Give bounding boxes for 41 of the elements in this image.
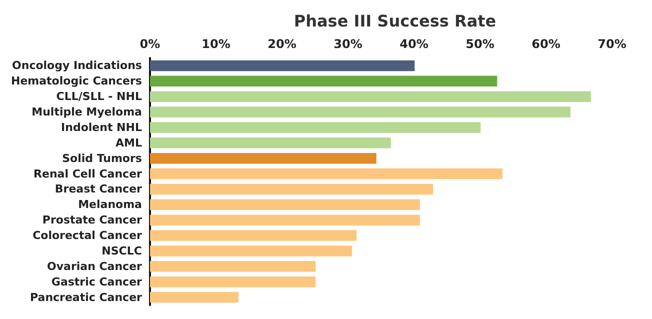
y-tick-label: NSCLC [102,244,142,258]
y-tick-label: Multiple Myeloma [32,106,142,119]
bar [150,122,481,133]
y-tick-label: Gastric Cancer [51,275,143,288]
y-tick-label: AML [116,136,142,150]
y-tick-label: Solid Tumors [62,152,142,165]
x-tick-label: 50% [466,37,494,51]
x-tick-label: 60% [532,37,560,51]
bar [150,276,316,288]
bar [150,91,591,102]
bar [150,199,420,210]
y-tick-label: Oncology Indications [12,59,142,72]
x-tick-label: 40% [400,37,428,51]
y-tick-label: Ovarian Cancer [47,260,143,273]
y-tick-label: Renal Cell Cancer [34,167,143,180]
bar [150,246,352,256]
bar [150,138,391,148]
bar [150,168,502,180]
y-tick-label: Pancreatic Cancer [30,290,143,304]
y-tick-label: Indolent NHL [61,120,142,134]
y-tick-label: CLL/SLL - NHL [56,90,142,104]
bar [150,261,316,272]
chart-title: Phase III Success Rate [294,12,496,30]
bar [150,152,376,164]
bar [150,214,420,226]
bar [150,60,415,72]
y-tick-label: Prostate Cancer [42,214,143,227]
x-tick-label: 0% [140,37,160,51]
y-tick-label: Colorectal Cancer [32,229,143,242]
bar [150,292,238,303]
bar [150,106,570,118]
x-tick-label: 10% [202,37,230,51]
bar [150,76,498,87]
y-tick-label: Breast Cancer [54,182,143,196]
y-tick-label: Hematologic Cancers [11,74,142,88]
x-tick-label: 70% [598,37,626,51]
x-tick-label: 20% [268,37,296,51]
bar [150,230,357,241]
y-tick-label: Melanoma [78,198,142,212]
bar [150,184,434,195]
x-tick-label: 30% [334,37,362,51]
